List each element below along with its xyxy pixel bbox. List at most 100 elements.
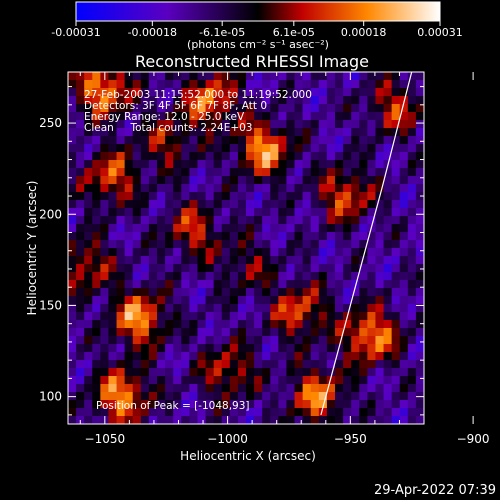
heatmap-cell xyxy=(302,288,312,297)
heatmap-cell xyxy=(399,144,409,153)
heatmap-cell xyxy=(157,288,166,297)
heatmap-cell xyxy=(343,240,352,249)
heatmap-cell xyxy=(205,176,215,185)
heatmap-cell xyxy=(286,80,296,89)
heatmap-cell xyxy=(302,120,312,129)
heatmap-cell xyxy=(76,312,85,321)
heatmap-cell xyxy=(286,96,296,105)
heatmap-cell xyxy=(189,152,199,161)
heatmap-cell xyxy=(197,184,207,193)
heatmap-cell xyxy=(351,184,360,193)
heatmap-cell xyxy=(213,336,223,345)
heatmap-cell xyxy=(286,376,296,385)
heatmap-cell xyxy=(278,160,288,169)
heatmap-cell xyxy=(92,216,101,225)
heatmap-cell xyxy=(302,320,312,329)
heatmap-cell xyxy=(391,144,401,153)
heatmap-cell xyxy=(100,384,110,393)
heatmap-cell xyxy=(302,240,312,249)
heatmap-cell xyxy=(124,352,134,361)
heatmap-cell xyxy=(254,168,263,177)
heatmap-cell xyxy=(132,320,142,329)
heatmap-cell xyxy=(213,136,223,145)
heatmap-cell xyxy=(205,248,215,257)
heatmap-cell xyxy=(302,280,312,289)
heatmap-cell xyxy=(318,304,328,313)
heatmap-cell xyxy=(278,248,288,257)
heatmap-cell xyxy=(92,304,101,313)
heatmap-cell xyxy=(116,344,126,353)
heatmap-cell xyxy=(254,328,263,337)
heatmap-cell xyxy=(189,168,199,177)
heatmap-cell xyxy=(132,136,142,145)
heatmap-cell xyxy=(286,184,296,193)
heatmap-cell xyxy=(213,184,223,193)
heatmap-cell xyxy=(132,288,142,297)
heatmap-cell xyxy=(165,80,174,89)
heatmap-cell xyxy=(108,232,118,241)
heatmap-cell xyxy=(294,400,304,409)
heatmap-cell xyxy=(229,72,239,81)
heatmap-cell xyxy=(68,240,77,249)
heatmap-cell xyxy=(278,280,288,289)
heatmap-cell xyxy=(157,176,166,185)
heatmap-cell xyxy=(84,168,93,177)
heatmap-cell xyxy=(246,184,255,193)
heatmap-cell xyxy=(124,392,134,401)
heatmap-cell xyxy=(286,240,296,249)
heatmap-cell xyxy=(278,392,288,401)
heatmap-cell xyxy=(294,376,304,385)
heatmap-cell xyxy=(343,224,352,233)
heatmap-cell xyxy=(108,200,118,209)
heatmap-cell xyxy=(197,192,207,201)
heatmap-cell xyxy=(221,336,231,345)
heatmap-cell xyxy=(92,152,101,161)
heatmap-cell xyxy=(205,408,215,417)
heatmap-cell xyxy=(383,80,393,89)
heatmap-cell xyxy=(391,200,401,209)
heatmap-cell xyxy=(286,72,296,81)
heatmap-cell xyxy=(100,176,110,185)
heatmap-cell xyxy=(318,152,328,161)
heatmap-cell xyxy=(359,112,368,121)
heatmap-cell xyxy=(335,120,344,129)
heatmap-cell xyxy=(375,176,385,185)
heatmap-cell xyxy=(229,416,239,424)
heatmap-cell xyxy=(310,208,320,217)
heatmap-cell xyxy=(262,248,271,257)
heatmap-cell xyxy=(213,112,223,121)
heatmap-cell xyxy=(343,184,352,193)
heatmap-cell xyxy=(237,256,247,265)
heatmap-cell xyxy=(205,368,215,377)
heatmap-cell xyxy=(286,128,296,137)
heatmap-cell xyxy=(68,408,77,417)
heatmap-cell xyxy=(124,288,134,297)
heatmap-cell xyxy=(375,72,385,81)
heatmap-cell xyxy=(165,408,174,417)
heatmap-cell xyxy=(205,328,215,337)
heatmap-cell xyxy=(294,264,304,273)
heatmap-cell xyxy=(165,400,174,409)
heatmap-cell xyxy=(229,256,239,265)
heatmap-cell xyxy=(181,352,190,361)
heatmap-cell xyxy=(335,256,344,265)
heatmap-cell xyxy=(165,224,174,233)
heatmap-cell xyxy=(351,256,360,265)
heatmap-cell xyxy=(286,360,296,369)
heatmap-cell xyxy=(189,72,199,81)
heatmap-cell xyxy=(335,200,344,209)
heatmap-cell xyxy=(68,328,77,337)
heatmap-cell xyxy=(197,336,207,345)
heatmap-cell xyxy=(326,152,336,161)
heatmap-cell xyxy=(254,304,263,313)
heatmap-cell xyxy=(335,176,344,185)
heatmap-cell xyxy=(132,120,142,129)
heatmap-cell xyxy=(116,144,126,153)
heatmap-cell xyxy=(318,360,328,369)
heatmap-cell xyxy=(116,224,126,233)
heatmap-cell xyxy=(124,232,134,241)
heatmap-cell xyxy=(391,360,401,369)
heatmap-cell xyxy=(318,80,328,89)
heatmap-cell xyxy=(302,232,312,241)
heatmap-cell xyxy=(100,216,110,225)
